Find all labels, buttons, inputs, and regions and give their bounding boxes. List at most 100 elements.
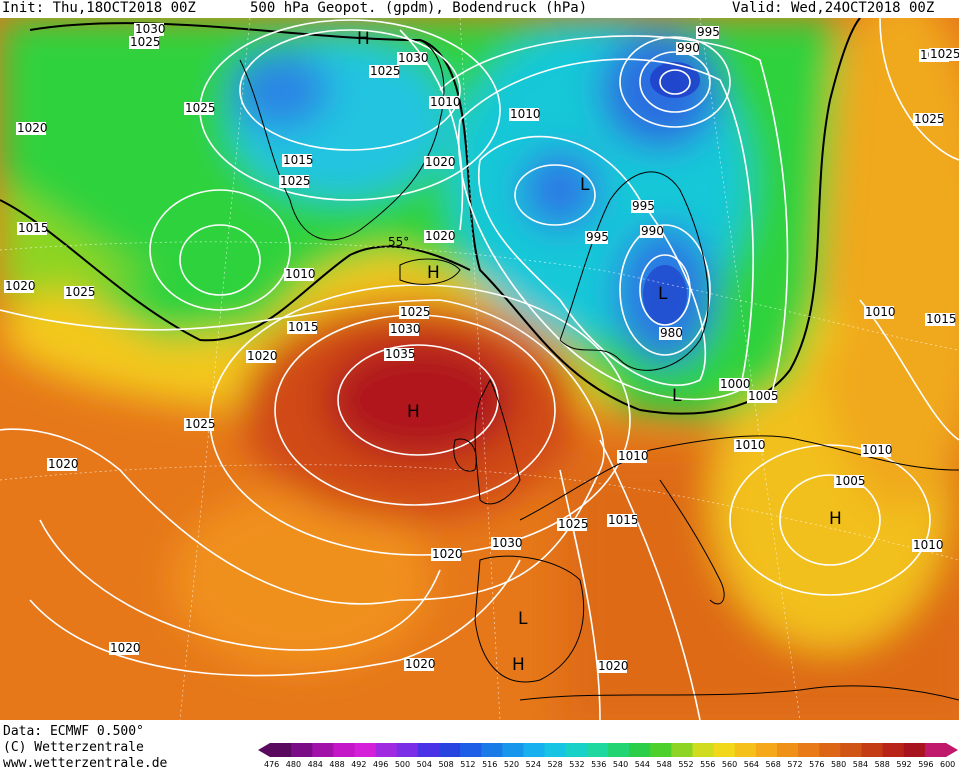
isobar-label-bg (509, 108, 539, 121)
high-marker: H (357, 29, 370, 49)
colorbar-swatch (460, 743, 482, 757)
isobar-label-bg (676, 42, 699, 55)
coastlines (239, 39, 959, 701)
isobar-baltic-980 (639, 254, 691, 326)
field-atlantic-orange (170, 490, 430, 670)
isobar-label-bg (424, 156, 454, 169)
isobar-1020-atl (29, 559, 521, 677)
isobar-1000 (458, 58, 754, 401)
site-url: www.wetterzentrale.de (3, 756, 168, 771)
isobar-label-bg (834, 475, 864, 488)
colorbar-swatch (608, 743, 630, 757)
isobar-label-bg (617, 450, 647, 463)
isobar-label-bg (631, 200, 654, 213)
isobar-north-low-995 (619, 36, 731, 128)
colorbar-tick-label: 600 (940, 760, 955, 769)
colorbar-tick-label: 492 (351, 760, 366, 769)
colorbar-tick-label: 500 (395, 760, 410, 769)
isobar-label: 1020 (110, 641, 141, 655)
isobar-label: 1020 (425, 155, 456, 169)
isobar-label-bg (129, 36, 159, 49)
isobar-label: 1025 (130, 35, 161, 49)
colorbar-swatch (565, 743, 588, 757)
isobar-label: 1025 (370, 64, 401, 78)
data-source: Data: ECMWF 0.500° (3, 724, 144, 739)
isobar-labels: 1030102510251030102510201015102510201010… (4, 22, 959, 673)
colorbar-swatch (354, 743, 377, 757)
isobar-label: 990 (641, 224, 664, 238)
colorbar-tick-label: 480 (286, 760, 301, 769)
pressure-systems: H H H H H L L L L (357, 29, 842, 675)
isobar-label-bg (864, 306, 894, 319)
colorbar-tick-label: 572 (787, 760, 802, 769)
isobar-label: 1025 (65, 285, 96, 299)
isobar-label: 1030 (135, 22, 166, 36)
colorbar-swatch (439, 743, 461, 757)
high-marker: H (512, 655, 525, 675)
field-deepblue-north (650, 62, 700, 98)
isobar-label: 1020 (598, 659, 629, 673)
isobar-label: 1010 (510, 107, 541, 121)
map-title: 500 hPa Geopot. (gpdm), Bodendruck (hPa) (250, 0, 588, 16)
isobar-balkan-1005 (779, 474, 881, 566)
isobar-label-bg (429, 96, 459, 109)
isobar-norway (514, 164, 596, 226)
field-east-yellow (810, 18, 959, 510)
isobar-label: 995 (586, 230, 609, 244)
coast-iberia (474, 555, 585, 683)
isobar-label-bg (184, 102, 214, 115)
isobar-label-bg (925, 313, 955, 326)
colorbar-swatch (502, 743, 524, 757)
colorbar-swatch (544, 743, 567, 757)
colorbar-swatch (523, 743, 546, 757)
colorbar-tick-label: 488 (329, 760, 344, 769)
isobars (0, 18, 959, 720)
field-red-inner (325, 340, 515, 460)
isobar-label-bg (913, 113, 943, 126)
colorbar-swatch (671, 743, 693, 757)
isobar-label-bg (184, 418, 214, 431)
colorbar-arrow-low (258, 743, 270, 757)
isobar-label: 1030 (390, 322, 421, 336)
isobar-label: 1010 (430, 95, 461, 109)
isobar-label-bg (719, 378, 749, 391)
colorbar-swatch (333, 743, 355, 757)
colorbar-swatch (713, 743, 736, 757)
low-marker: L (672, 386, 682, 406)
low-marker: L (518, 609, 528, 629)
isobar-label-bg (431, 548, 461, 561)
isobar-med-1020 (559, 469, 601, 720)
colorbar-tick-label: 548 (657, 760, 672, 769)
isobar-1025-atl (39, 519, 441, 651)
contour-552 (29, 18, 861, 415)
coast-europe (519, 435, 959, 521)
isobar-label: 1010 (285, 267, 316, 281)
colorbar-swatch (924, 743, 947, 757)
isobar-canada-1010 (179, 224, 261, 296)
graticule (0, 18, 959, 720)
colorbar-swatch (396, 743, 419, 757)
isobar-label: 1025 (914, 112, 945, 126)
isobar-label: 1010 (913, 538, 944, 552)
isobar-label-bg (282, 154, 312, 167)
colorbar-tick-label: 508 (438, 760, 453, 769)
isobar-label: 1015 (283, 153, 314, 167)
isobar-995-ring (477, 135, 707, 386)
isobar-label-bg (734, 439, 764, 452)
isobar-1005 (439, 35, 789, 401)
isobar-label: 1020 (247, 349, 278, 363)
weather-map: 1030102510251030102510201015102510201010… (0, 18, 959, 720)
high-marker: H (407, 402, 420, 422)
isobar-label: 1005 (835, 474, 866, 488)
isobar-label-bg (287, 321, 317, 334)
isobar-label-bg (640, 225, 663, 238)
isobar-label: 1000 (720, 377, 751, 391)
isobar-label: 1020 (17, 121, 48, 135)
coast-italy (659, 479, 725, 605)
colorbar-tick-label: 512 (460, 760, 475, 769)
colorbar-tick-label: 560 (722, 760, 737, 769)
isobar-balkan-1010 (729, 444, 931, 596)
colorbar-tick-label: 524 (526, 760, 541, 769)
colorbar-swatch (481, 743, 503, 757)
colorbar-swatch (629, 743, 651, 757)
